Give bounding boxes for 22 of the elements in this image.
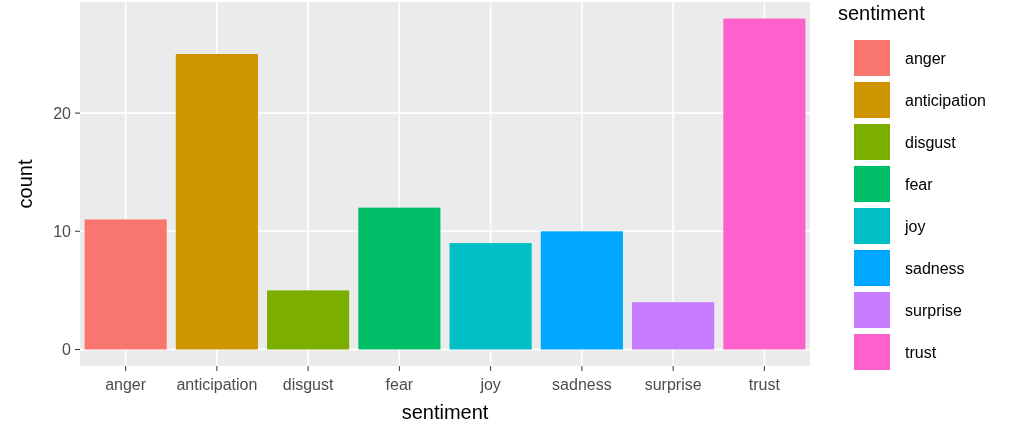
legend-label: anticipation (905, 91, 986, 109)
y-tick-label: 20 (53, 104, 72, 122)
legend-label: sadness (905, 259, 965, 277)
legend-label: fear (905, 175, 934, 193)
legend-title: sentiment (838, 2, 926, 24)
x-tick-label: joy (479, 376, 501, 393)
y-tick-label: 0 (62, 341, 72, 359)
x-tick-label: surprise (644, 376, 702, 393)
legend-label: surprise (905, 301, 963, 319)
x-tick-label: anger (105, 376, 147, 393)
legend-label: disgust (905, 133, 957, 151)
x-tick-label: anticipation (176, 376, 258, 393)
x-tick-label: trust (748, 376, 781, 393)
y-axis-title: count (14, 159, 36, 209)
x-tick-label: disgust (282, 376, 335, 393)
legend-label: trust (905, 343, 937, 361)
legend-label: joy (904, 217, 926, 235)
y-tick-label: 10 (53, 222, 72, 240)
x-axis-title: sentiment (401, 401, 489, 423)
x-tick-label: sadness (552, 376, 612, 393)
legend-label: anger (905, 49, 947, 67)
x-tick-label: fear (385, 376, 414, 393)
